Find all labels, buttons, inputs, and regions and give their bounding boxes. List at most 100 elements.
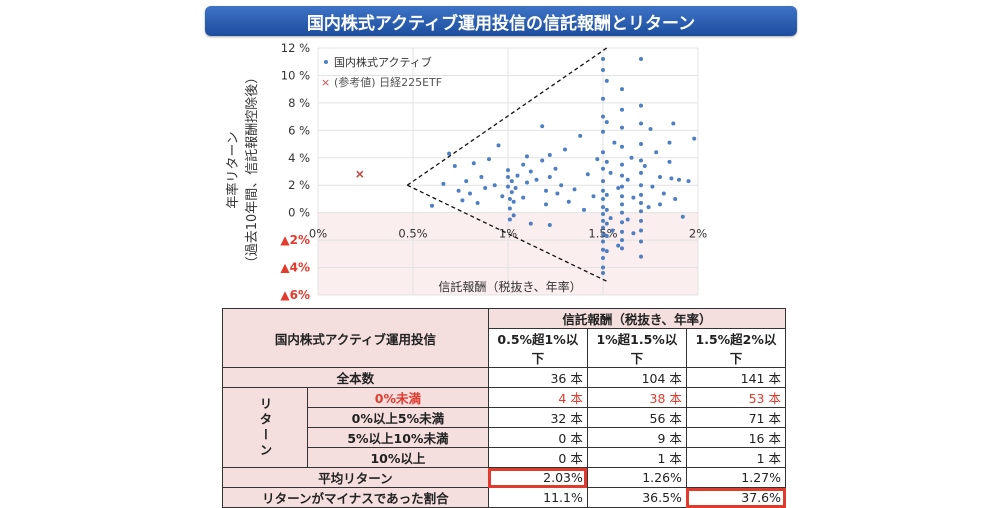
header-fee-group: 信託報酬（税抜き、年率） bbox=[487, 308, 787, 329]
fund-data-point bbox=[506, 168, 510, 173]
fund-data-point bbox=[639, 228, 643, 233]
fund-data-point bbox=[528, 221, 533, 226]
y-tick-label: 4 % bbox=[288, 151, 310, 165]
scatter-chart: 12 % 10 % 8 % 6 % 4 % 2 % 0 % ▲2% ▲4% ▲6% 0% 0.5% 1… bbox=[225, 41, 707, 302]
legend-label-active: 国内株式アクティブ bbox=[334, 55, 432, 69]
cell-total-2: 104 本 bbox=[586, 367, 687, 388]
cell-avg-3: 1.27% bbox=[685, 467, 787, 488]
fund-data-point bbox=[601, 114, 605, 119]
fund-data-point bbox=[601, 218, 605, 223]
fund-data-point bbox=[610, 228, 615, 233]
cell-ratio-1: 11.1% bbox=[487, 487, 588, 508]
x-tick-label: 1% bbox=[499, 227, 517, 241]
fund-data-point bbox=[650, 184, 655, 189]
row-return-10-plus-label: 10%以上 bbox=[307, 447, 489, 468]
fund-data-point bbox=[540, 158, 545, 163]
fund-data-point bbox=[559, 183, 564, 188]
fund-data-point bbox=[464, 179, 469, 184]
fund-data-point bbox=[547, 223, 552, 228]
fund-data-point bbox=[631, 231, 636, 236]
cell-0-5-2: 56 本 bbox=[586, 407, 687, 428]
fund-data-point bbox=[601, 255, 605, 260]
fund-data-point bbox=[525, 154, 529, 159]
row-return-0-5-label: 0%以上5%未満 bbox=[307, 407, 489, 428]
fund-data-point bbox=[566, 199, 571, 204]
fund-data-point bbox=[507, 196, 512, 201]
fund-data-point bbox=[625, 217, 630, 222]
fund-data-point bbox=[447, 151, 452, 156]
y-axis-label-line2: （過去10年間、信託報酬控除後） bbox=[244, 71, 260, 270]
fund-data-point bbox=[639, 121, 643, 126]
fund-data-point bbox=[513, 185, 518, 190]
fund-data-point bbox=[601, 129, 605, 134]
fund-data-point bbox=[620, 87, 624, 92]
row-return-5-10: 5%以上10%未満 0 本 9 本 16 本 bbox=[223, 427, 787, 448]
fund-data-point bbox=[521, 162, 526, 167]
fund-data-point bbox=[460, 198, 465, 203]
fund-data-point bbox=[667, 140, 672, 145]
fund-data-point bbox=[591, 194, 596, 199]
fund-data-point bbox=[540, 124, 545, 129]
fund-data-point bbox=[661, 191, 666, 196]
fund-data-point bbox=[506, 174, 510, 179]
cell-neg-2: 38 本 bbox=[586, 387, 687, 408]
row-avg-return: 平均リターン 2.03% 1.26% 1.27% bbox=[222, 467, 787, 488]
fund-data-point bbox=[487, 157, 491, 162]
fund-data-point bbox=[582, 207, 586, 212]
fund-data-point bbox=[616, 243, 621, 248]
fund-data-point bbox=[620, 184, 624, 189]
fund-data-point bbox=[601, 96, 605, 101]
row-return-neg: リターン 0%未満 4 本 38 本 53 本 bbox=[222, 387, 787, 468]
fund-data-point bbox=[658, 174, 662, 179]
fund-data-point bbox=[639, 142, 643, 147]
fund-data-point bbox=[601, 196, 605, 201]
row-return-neg-label: 0%未満 bbox=[307, 387, 489, 408]
x-tick-label: 2% bbox=[689, 227, 707, 241]
cell-10-plus-1: 0 本 bbox=[487, 447, 588, 468]
fund-data-point bbox=[452, 164, 457, 169]
fund-data-point bbox=[547, 174, 552, 179]
legend-label-etf: (参考値) 日経225ETF bbox=[334, 75, 442, 89]
row-return-5-10-label: 5%以上10%未満 bbox=[307, 427, 489, 448]
fund-data-point bbox=[608, 216, 613, 221]
fund-data-point bbox=[604, 192, 609, 197]
fund-data-point bbox=[620, 107, 624, 112]
fund-data-point bbox=[646, 205, 651, 210]
fund-data-point bbox=[620, 246, 624, 251]
fund-data-point bbox=[620, 210, 624, 215]
fund-data-point bbox=[658, 202, 662, 207]
fund-data-point bbox=[639, 192, 643, 197]
data-points bbox=[356, 56, 697, 276]
fund-data-point bbox=[507, 217, 512, 222]
fund-data-point bbox=[553, 166, 558, 171]
cell-avg-1-highlighted: 2.03% bbox=[487, 467, 588, 488]
fund-data-point bbox=[506, 184, 510, 189]
fund-data-point bbox=[692, 136, 697, 141]
row-return-0-5: 0%以上5%未満 32 本 56 本 71 本 bbox=[223, 407, 787, 428]
fund-data-point bbox=[430, 203, 434, 208]
dashed-guide-line bbox=[406, 47, 608, 186]
dashed-guide-line bbox=[407, 184, 608, 282]
fund-data-point bbox=[525, 180, 529, 185]
fund-data-point bbox=[479, 174, 484, 179]
fund-data-point bbox=[620, 173, 624, 178]
cell-avg-2: 1.26% bbox=[586, 467, 687, 488]
fund-data-point bbox=[639, 218, 643, 223]
header-band-3: 1.5%超2%以下 bbox=[685, 328, 787, 368]
y-axis-label-line1: 年率リターン bbox=[225, 131, 241, 208]
fund-data-point bbox=[612, 140, 617, 145]
etf-x-point bbox=[356, 170, 364, 178]
fund-data-point bbox=[601, 239, 605, 244]
fund-data-point bbox=[515, 173, 520, 178]
fund-data-point bbox=[507, 206, 512, 211]
y-axis-label: 年率リターン （過去10年間、信託報酬控除後） bbox=[225, 71, 260, 270]
fund-data-point bbox=[601, 150, 605, 155]
fund-data-point bbox=[511, 213, 516, 218]
cell-ratio-2: 36.5% bbox=[586, 487, 687, 508]
fund-data-point bbox=[492, 183, 497, 188]
cell-10-plus-3: 1 本 bbox=[685, 447, 787, 468]
legend-x-marker: × bbox=[321, 76, 330, 89]
legend: 国内株式アクティブ × (参考値) 日経225ETF bbox=[321, 55, 442, 89]
y-tick-label: 10 % bbox=[281, 68, 310, 82]
fund-data-point bbox=[441, 181, 446, 186]
